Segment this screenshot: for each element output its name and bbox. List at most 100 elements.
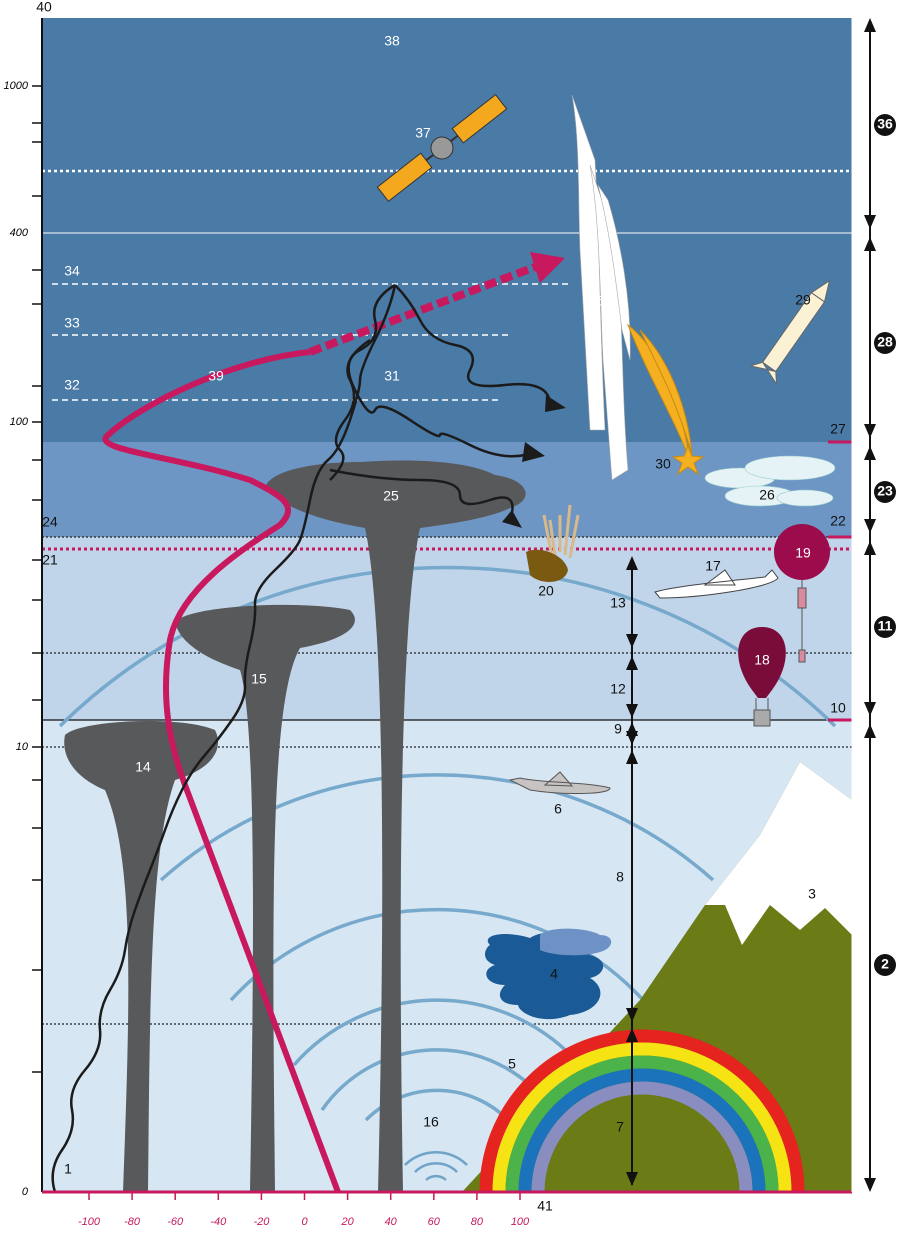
arrowhead bbox=[626, 750, 638, 764]
label: 22 bbox=[830, 513, 846, 529]
airplanes bbox=[508, 569, 779, 794]
label: 38 bbox=[384, 33, 400, 49]
arrowhead bbox=[626, 1028, 638, 1042]
label: 33 bbox=[64, 315, 80, 331]
label: 35 bbox=[589, 293, 605, 309]
axes bbox=[41, 18, 853, 1194]
label-badge bbox=[874, 114, 896, 136]
label: 18 bbox=[754, 652, 770, 668]
temperature-tick-label: -60 bbox=[167, 1216, 184, 1228]
temperature-tick-label: 60 bbox=[428, 1216, 441, 1228]
label: 8 bbox=[616, 869, 624, 885]
label: 25 bbox=[383, 488, 399, 504]
temperature-tick-label: -40 bbox=[210, 1216, 227, 1228]
label: 15 bbox=[251, 671, 267, 687]
aurora bbox=[571, 94, 631, 481]
arrowhead bbox=[864, 541, 876, 555]
temperature-tick-label: 20 bbox=[340, 1216, 354, 1228]
boundary-markers bbox=[828, 440, 852, 722]
label: 5 bbox=[508, 1056, 516, 1072]
label: 7 bbox=[616, 1119, 624, 1135]
temperature-tick-label: -100 bbox=[78, 1216, 101, 1228]
layer-lines bbox=[42, 169, 852, 1025]
label-badge bbox=[874, 616, 896, 638]
label: 24 bbox=[42, 514, 58, 530]
temperature-tick-label: 0 bbox=[301, 1216, 308, 1228]
altitude-tick-label: 100 bbox=[10, 416, 29, 428]
label: 26 bbox=[759, 487, 775, 503]
label: 1 bbox=[64, 1161, 72, 1177]
wave-arrowheads bbox=[502, 395, 566, 528]
label: 19 bbox=[795, 545, 811, 561]
temperature-tick-label: 40 bbox=[385, 1216, 398, 1228]
label: 40 bbox=[36, 0, 52, 15]
label: 37 bbox=[415, 125, 431, 141]
temperature-tick-label: -20 bbox=[253, 1216, 270, 1228]
weather-cloud bbox=[485, 928, 612, 1020]
label: 28 bbox=[877, 334, 893, 350]
label: 4 bbox=[550, 966, 558, 982]
label-badge bbox=[874, 954, 896, 976]
altitude-tick-label: 10 bbox=[16, 741, 29, 753]
arrowhead bbox=[864, 519, 876, 533]
label: 41 bbox=[537, 1198, 553, 1214]
label: 9 bbox=[614, 721, 622, 737]
meteorite bbox=[526, 504, 580, 582]
balloons bbox=[738, 524, 830, 727]
arrowhead bbox=[626, 656, 638, 670]
temperature-curve bbox=[102, 252, 565, 1194]
axis-ticks: 0 10 100 400 1000 -100 -80 -60 -40 -20 0 20 40 60 80 10… bbox=[4, 80, 531, 1228]
temperature-tick-label: 100 bbox=[511, 1216, 530, 1228]
arrowhead bbox=[864, 18, 876, 32]
label: 12 bbox=[610, 681, 626, 697]
arrowhead bbox=[626, 704, 638, 718]
label: 23 bbox=[877, 483, 893, 499]
arrowhead bbox=[626, 634, 638, 648]
thunderstorms bbox=[64, 460, 526, 1192]
arrowheads bbox=[626, 18, 876, 1192]
arrowhead bbox=[864, 702, 876, 716]
label-badge bbox=[874, 332, 896, 354]
labels: 1234567891011121314151617181920212223242… bbox=[36, 0, 896, 1214]
temperature-tick-label: -80 bbox=[124, 1216, 141, 1228]
label: 13 bbox=[610, 595, 626, 611]
arrowhead bbox=[626, 731, 638, 745]
label: 3 bbox=[808, 886, 816, 902]
label: 20 bbox=[538, 583, 554, 599]
label: 32 bbox=[64, 377, 80, 393]
label: 39 bbox=[208, 368, 224, 384]
temperature-tick-label: 80 bbox=[471, 1216, 484, 1228]
arrowhead bbox=[864, 237, 876, 251]
rainbow bbox=[479, 1029, 805, 1193]
label: 21 bbox=[42, 552, 58, 568]
label: 10 bbox=[830, 700, 846, 716]
label: 11 bbox=[878, 618, 893, 634]
label: 14 bbox=[135, 759, 151, 775]
arrowhead bbox=[864, 215, 876, 229]
label: 36 bbox=[877, 116, 893, 132]
altitude-tick-label: 1000 bbox=[4, 80, 29, 92]
arrowhead bbox=[864, 424, 876, 438]
noctilucent-clouds bbox=[704, 455, 836, 507]
altitude-tick-label: 0 bbox=[22, 1186, 29, 1198]
label: 2 bbox=[881, 956, 889, 972]
rocket bbox=[750, 279, 831, 385]
label: 17 bbox=[705, 558, 721, 574]
small-radio-arcs bbox=[404, 1151, 468, 1181]
arrowhead bbox=[864, 724, 876, 738]
label: 31 bbox=[384, 368, 400, 384]
altitude-tick-label: 400 bbox=[10, 227, 29, 239]
label: 16 bbox=[423, 1114, 439, 1130]
arrowhead bbox=[626, 1008, 638, 1022]
arrowhead bbox=[626, 556, 638, 570]
meteor bbox=[626, 323, 705, 476]
label: 6 bbox=[554, 801, 562, 817]
rainbow-inner bbox=[545, 1095, 739, 1192]
label: 30 bbox=[655, 456, 671, 472]
arrowhead bbox=[626, 1172, 638, 1186]
label: 34 bbox=[64, 263, 80, 279]
label: 29 bbox=[795, 292, 811, 308]
arrowhead bbox=[864, 1178, 876, 1192]
radiation-waves bbox=[51, 283, 552, 1193]
